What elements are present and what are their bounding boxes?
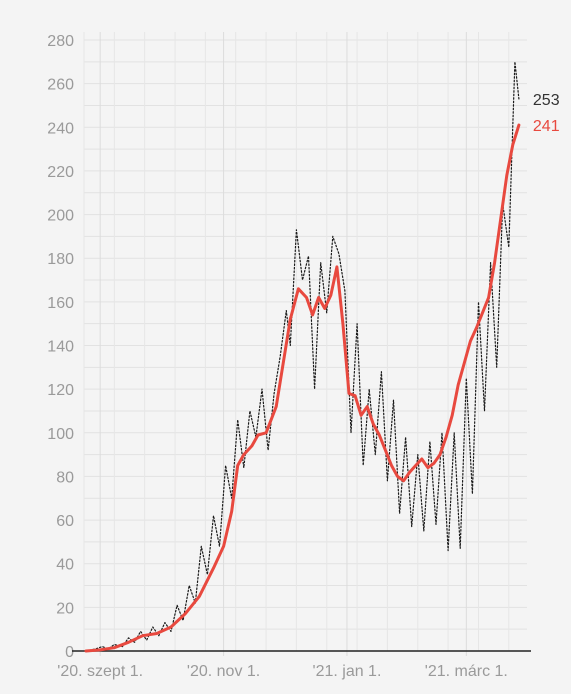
y-tick-label: 140 [47,339,74,356]
end-labels: 253 241 [533,92,560,135]
y-tick-label: 260 [47,77,74,94]
y-tick-label: 40 [56,557,74,574]
series-line-daily [85,61,520,652]
y-tick-label: 280 [47,33,74,50]
y-tick-label: 80 [56,469,74,486]
x-tick-label: '21. márc 1. [425,663,508,680]
x-axis: '20. szept 1. '20. nov 1. '21. jan 1. '21. … [57,32,508,680]
y-tick-label: 60 [56,513,74,530]
x-tick-label: '20. szept 1. [57,663,143,680]
series-end-label: 253 [533,92,560,109]
y-tick-label: 120 [47,382,74,399]
series-end-label: 241 [533,118,560,135]
grid [83,32,527,652]
y-tick-label: 240 [47,120,74,137]
x-tick-label: '21. jan 1. [313,663,382,680]
y-tick-label: 100 [47,426,74,443]
y-tick-label: 160 [47,295,74,312]
y-tick-label: 180 [47,251,74,268]
y-tick-label: 220 [47,164,74,181]
y-tick-label: 20 [56,600,74,617]
y-tick-label: 0 [65,644,74,661]
series-line-average [84,123,521,653]
x-tick-label: '20. nov 1. [187,663,260,680]
y-tick-label: 200 [47,208,74,225]
series-group [84,61,521,653]
y-axis: 0 20 40 60 80 100 120 140 160 180 200 220 240 260 280 [47,33,74,661]
